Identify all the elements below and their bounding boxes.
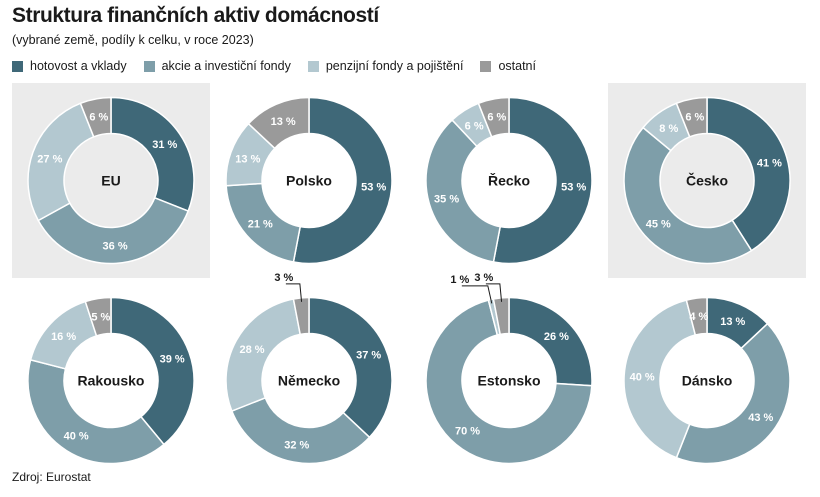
legend-swatch-penzijni <box>307 60 319 72</box>
data-label: 53 % <box>561 182 586 194</box>
data-label: 5 % <box>91 311 110 323</box>
donut-slice <box>492 296 510 336</box>
data-label: 36 % <box>103 240 128 252</box>
data-label: 6 % <box>89 112 108 124</box>
donut-slice <box>706 96 791 252</box>
donut-slice <box>292 296 310 336</box>
legend-swatch-akcie <box>143 60 155 72</box>
country-label: EU <box>101 173 120 189</box>
donut-slice <box>623 299 697 459</box>
legend-item-ostatni: ostatní <box>480 59 536 73</box>
source-note: Zdroj: Eurostat <box>12 470 91 484</box>
data-label: 3 % <box>274 272 293 284</box>
data-label: 8 % <box>659 123 678 135</box>
data-label: 31 % <box>152 139 177 151</box>
donut-slice <box>110 296 195 446</box>
country-label: Dánsko <box>682 373 733 389</box>
callout-line <box>485 283 503 302</box>
country-label: Česko <box>686 172 728 189</box>
data-label: 32 % <box>284 439 309 451</box>
donut-slice <box>225 298 302 413</box>
data-label: 45 % <box>646 218 671 230</box>
donut-slice <box>308 296 393 439</box>
data-label: 16 % <box>51 331 76 343</box>
callout-line <box>285 283 303 302</box>
donut-slice <box>675 96 708 138</box>
donut-slice <box>685 296 708 336</box>
donut-slice <box>110 96 195 213</box>
chart-subtitle: (vybrané země, podíly k celku, v roce 20… <box>12 33 254 47</box>
callout-line <box>461 285 493 304</box>
donut-slice <box>623 126 753 265</box>
donut-slice <box>425 299 593 465</box>
donut-slice <box>247 96 310 150</box>
legend-swatch-ostatni <box>480 60 492 72</box>
legend-item-hotovost: hotovost a vklady <box>12 59 127 73</box>
country-label: Polsko <box>286 173 332 189</box>
donut-slice <box>84 296 112 337</box>
data-label: 13 % <box>235 153 260 165</box>
donut-slice <box>492 96 593 265</box>
data-label: 39 % <box>160 353 185 365</box>
donut-slice <box>425 118 502 263</box>
data-label: 3 % <box>474 272 493 284</box>
country-label: Rakousko <box>78 373 145 389</box>
legend-swatch-hotovost <box>12 60 23 72</box>
data-label: 53 % <box>361 182 386 194</box>
legend-label: ostatní <box>498 59 536 73</box>
donut-slice <box>477 96 510 138</box>
legend-label: akcie a investiční fondy <box>161 59 291 73</box>
data-label: 13 % <box>271 116 296 128</box>
donut-slice <box>79 96 112 138</box>
data-label: 40 % <box>630 371 655 383</box>
legend-item-akcie: akcie a investiční fondy <box>143 59 291 73</box>
legend-item-penzijni: penzijní fondy a pojištění <box>307 59 464 73</box>
donut-slice <box>292 96 393 265</box>
donut-slice <box>230 396 371 465</box>
chart-title: Struktura finančních aktiv domácností <box>12 4 379 27</box>
data-label: 37 % <box>356 350 381 362</box>
donut-slice <box>27 102 95 222</box>
legend-label: hotovost a vklady <box>30 59 127 73</box>
data-label: 28 % <box>240 344 265 356</box>
data-label: 4 % <box>689 311 708 323</box>
data-label: 1 % <box>450 274 469 286</box>
data-label: 43 % <box>748 412 773 424</box>
donut-slice <box>27 358 165 465</box>
country-label: Estonsko <box>477 373 540 389</box>
data-label: 35 % <box>434 194 459 206</box>
data-label: 13 % <box>720 316 745 328</box>
data-label: 6 % <box>487 112 506 124</box>
country-label: Německo <box>278 373 340 389</box>
data-label: 70 % <box>455 426 480 438</box>
data-label: 6 % <box>685 112 704 124</box>
country-label: Řecko <box>488 172 530 189</box>
data-label: 21 % <box>248 218 273 230</box>
data-label: 40 % <box>64 430 89 442</box>
legend-label: penzijní fondy a pojištění <box>325 59 464 73</box>
data-label: 27 % <box>37 153 62 165</box>
legend: hotovost a vklady akcie a investiční fon… <box>12 59 536 73</box>
data-label: 6 % <box>465 121 484 133</box>
data-label: 26 % <box>544 331 569 343</box>
donut-slice <box>675 322 791 465</box>
data-label: 41 % <box>757 157 782 169</box>
donut-slice <box>37 196 190 265</box>
